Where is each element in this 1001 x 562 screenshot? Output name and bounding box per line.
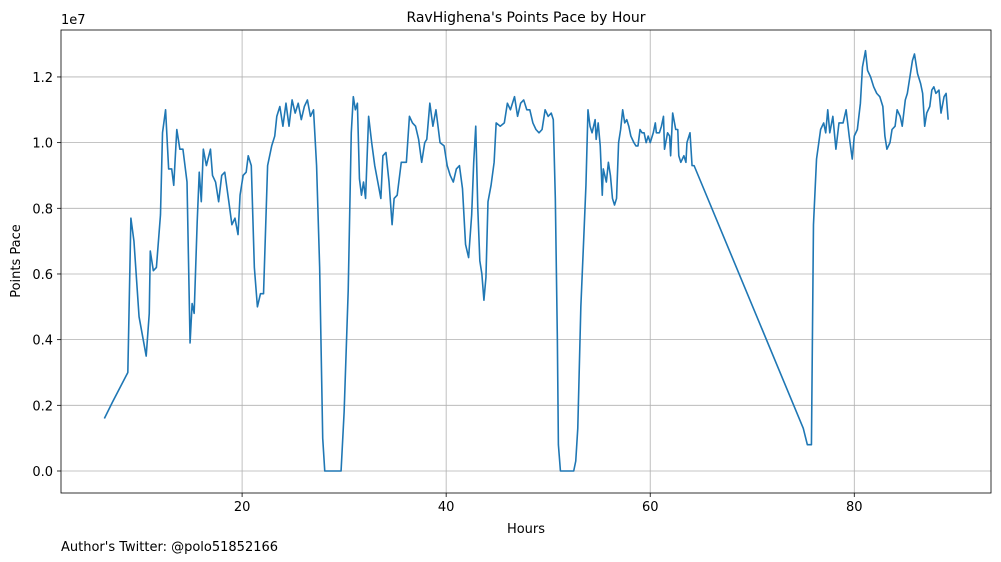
plot-frame	[60, 29, 992, 494]
y-tick-label: 0.0	[32, 465, 53, 480]
y-tick-label: 0.2	[32, 399, 53, 414]
chart-title: RavHighena's Points Pace by Hour	[406, 10, 645, 26]
x-tick-label: 80	[846, 500, 863, 515]
x-tick-label: 60	[642, 500, 659, 515]
footer: Author's Twitter: @polo51852166	[61, 540, 278, 555]
data-line	[103, 49, 949, 472]
y-tick-label: 1.0	[32, 137, 53, 152]
x-axis-label: Hours	[507, 522, 545, 537]
y-tick-label: 1.2	[32, 71, 53, 86]
y-tick-label: 0.6	[32, 268, 53, 283]
x-tick-label: 20	[234, 500, 251, 515]
y-tick-label: 0.8	[32, 202, 53, 217]
y-axis-label: Points Pace	[9, 224, 24, 298]
x-tick-label: 40	[438, 500, 455, 515]
y-offset-label: 1e7	[61, 13, 86, 28]
y-tick-label: 0.4	[32, 334, 53, 349]
